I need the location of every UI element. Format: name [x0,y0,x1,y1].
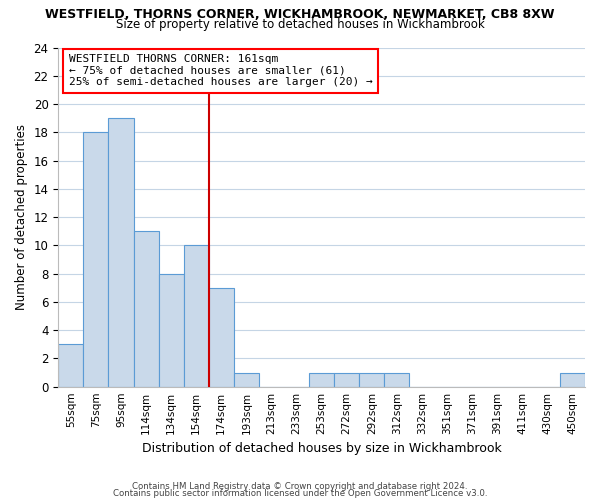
Bar [83,132,109,386]
Text: Size of property relative to detached houses in Wickhambrook: Size of property relative to detached ho… [116,18,484,31]
Y-axis label: Number of detached properties: Number of detached properties [15,124,28,310]
Bar [560,372,585,386]
Bar [309,372,334,386]
Bar [184,246,209,386]
Text: WESTFIELD THORNS CORNER: 161sqm
← 75% of detached houses are smaller (61)
25% of: WESTFIELD THORNS CORNER: 161sqm ← 75% of… [69,54,373,88]
Bar [359,372,385,386]
X-axis label: Distribution of detached houses by size in Wickhambrook: Distribution of detached houses by size … [142,442,502,455]
Text: Contains HM Land Registry data © Crown copyright and database right 2024.: Contains HM Land Registry data © Crown c… [132,482,468,491]
Bar [234,372,259,386]
Bar [109,118,134,386]
Bar [58,344,83,387]
Bar [385,372,409,386]
Bar [209,288,234,386]
Bar [134,231,158,386]
Bar [158,274,184,386]
Text: Contains public sector information licensed under the Open Government Licence v3: Contains public sector information licen… [113,489,487,498]
Text: WESTFIELD, THORNS CORNER, WICKHAMBROOK, NEWMARKET, CB8 8XW: WESTFIELD, THORNS CORNER, WICKHAMBROOK, … [45,8,555,20]
Bar [334,372,359,386]
